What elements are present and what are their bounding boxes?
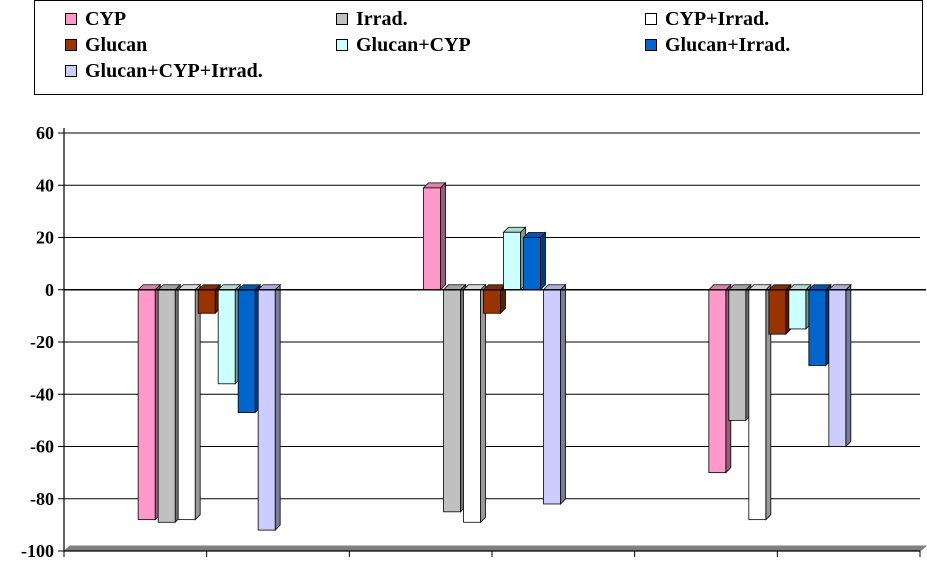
y-tick-label: 40: [36, 175, 54, 195]
legend-item-cyp-plus-irrad: CYP+Irrad.: [645, 9, 769, 29]
bar-cyp: [137, 283, 162, 521]
bar-glucan-plus-cyp-plus-irrad: [827, 283, 852, 448]
legend-swatch: [65, 65, 77, 77]
legend-label: CYP: [85, 8, 127, 30]
plot-floor: [62, 545, 927, 552]
y-tick-label: 0: [45, 280, 54, 300]
y-tick-label: 20: [36, 228, 54, 248]
legend-swatch: [645, 13, 657, 25]
bar-glucan: [767, 283, 792, 336]
bar-glucan-plus-cyp: [787, 283, 812, 330]
legend-swatch: [65, 13, 77, 25]
bar-glucan-plus-cyp: [502, 226, 527, 291]
bar-irrad: [442, 283, 467, 513]
legend-item-glucan-plus-irrad: Glucan+Irrad.: [645, 35, 790, 55]
legend-swatch: [336, 39, 348, 51]
bar-glucan-plus-cyp-plus-irrad: [257, 283, 282, 532]
legend-label: Glucan+CYP: [356, 34, 471, 56]
legend-swatch: [65, 39, 77, 51]
bar-cyp: [707, 283, 732, 474]
legend-label: Glucan+Irrad.: [665, 34, 791, 56]
legend-label: Glucan: [85, 34, 148, 56]
y-tick-label: -20: [30, 332, 54, 352]
legend-item-cyp: CYP: [65, 9, 126, 29]
bar-glucan-plus-cyp-plus-irrad: [542, 283, 567, 505]
legend: CYP Irrad. CYP+Irrad. Glucan Glucan+CYP Gluca…: [34, 0, 923, 95]
bar-glucan: [482, 283, 507, 315]
bar-glucan: [197, 283, 222, 315]
y-tick-label: -100: [21, 541, 54, 561]
bar-irrad: [157, 283, 182, 524]
bar-glucan-plus-cyp: [217, 283, 242, 385]
bar-glucan-plus-irrad: [807, 283, 832, 367]
y-tick-label: 60: [36, 123, 54, 143]
bar-irrad: [727, 283, 752, 422]
legend-item-glucan: Glucan: [65, 35, 147, 55]
legend-label: CYP+Irrad.: [665, 8, 770, 30]
y-tick-label: -60: [30, 437, 54, 457]
legend-label: Glucan+CYP+Irrad.: [85, 60, 263, 82]
legend-item-glucan-plus-cyp-plus-irrad: Glucan+CYP+Irrad.: [65, 61, 263, 81]
bar-glucan-plus-irrad: [522, 231, 547, 291]
legend-swatch: [645, 39, 657, 51]
bar-cyp-plus-irrad: [747, 283, 772, 521]
legend-swatch: [336, 13, 348, 25]
bar-cyp-plus-irrad: [462, 283, 487, 524]
y-tick-label: -80: [30, 489, 54, 509]
y-tick-label: -40: [30, 384, 54, 404]
bar-glucan-plus-irrad: [237, 283, 262, 414]
legend-label: Irrad.: [356, 8, 408, 30]
bar-cyp-plus-irrad: [177, 283, 202, 521]
legend-item-irrad: Irrad.: [336, 9, 408, 29]
bar-cyp: [422, 181, 447, 291]
legend-item-glucan-plus-cyp: Glucan+CYP: [336, 35, 471, 55]
